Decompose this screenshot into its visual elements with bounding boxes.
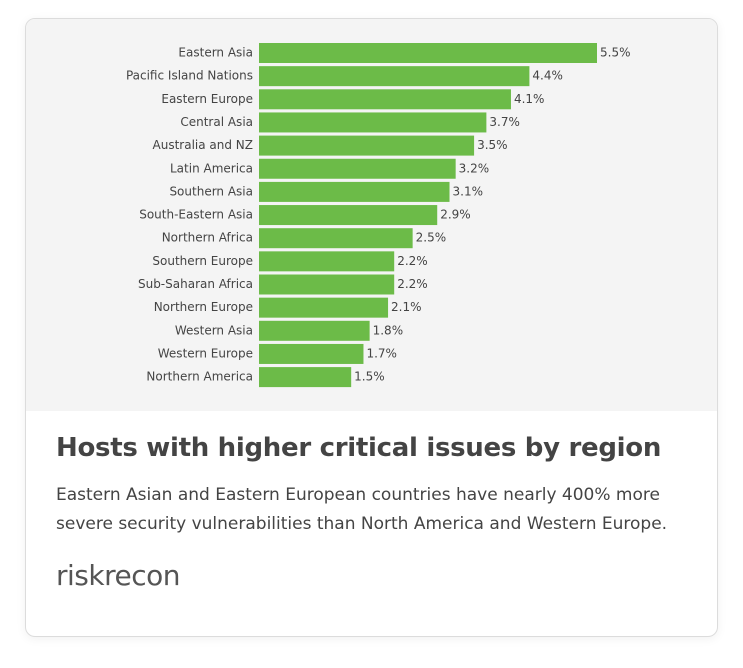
data-label: 1.5% bbox=[354, 370, 385, 384]
bar bbox=[259, 297, 389, 318]
bar bbox=[259, 320, 370, 341]
bar bbox=[259, 251, 395, 272]
data-label: 4.4% bbox=[532, 69, 563, 83]
bar bbox=[259, 367, 352, 388]
bar bbox=[259, 43, 597, 63]
y-tick-label: Eastern Asia bbox=[178, 46, 253, 60]
chart-title: Hosts with higher critical issues by reg… bbox=[56, 433, 662, 463]
bar bbox=[259, 228, 413, 249]
data-label: 2.1% bbox=[391, 300, 422, 314]
data-label: 2.2% bbox=[397, 277, 428, 291]
y-tick-label: Southern Asia bbox=[169, 184, 253, 198]
bar bbox=[259, 135, 475, 156]
data-label: 2.2% bbox=[397, 254, 428, 268]
data-label: 3.5% bbox=[477, 138, 508, 152]
card: Eastern Asia 5.5% Pacific Island Nations 4.… bbox=[25, 18, 718, 637]
data-label: 1.7% bbox=[366, 346, 397, 360]
data-label: 3.1% bbox=[453, 184, 484, 198]
bar bbox=[259, 66, 530, 87]
bar bbox=[259, 274, 395, 295]
bar bbox=[259, 112, 487, 133]
bar bbox=[259, 181, 450, 202]
y-tick-label: Pacific Island Nations bbox=[126, 69, 253, 83]
y-tick-label: Northern America bbox=[146, 370, 253, 384]
data-label: 3.2% bbox=[459, 161, 490, 175]
bar bbox=[259, 158, 456, 179]
y-tick-label: South-Eastern Asia bbox=[139, 208, 253, 222]
y-tick-label: Northern Africa bbox=[162, 231, 253, 245]
data-label: 2.9% bbox=[440, 208, 471, 222]
y-tick-label: Eastern Europe bbox=[161, 92, 253, 106]
y-tick-label: Sub-Saharan Africa bbox=[138, 277, 253, 291]
y-tick-label: Western Asia bbox=[175, 323, 253, 337]
y-tick-label: Northern Europe bbox=[154, 300, 253, 314]
data-label: 3.7% bbox=[489, 115, 520, 129]
data-label: 2.5% bbox=[416, 231, 447, 245]
data-label: 5.5% bbox=[600, 46, 631, 60]
y-tick-label: Australia and NZ bbox=[153, 138, 253, 152]
y-tick-label: Central Asia bbox=[180, 115, 253, 129]
logo: riskrecon bbox=[56, 559, 181, 592]
data-label: 1.8% bbox=[373, 323, 404, 337]
chart: Eastern Asia 5.5% Pacific Island Nations 4.… bbox=[26, 19, 717, 411]
chart-subtitle: Eastern Asian and Eastern European count… bbox=[56, 485, 668, 534]
bar bbox=[259, 89, 511, 110]
y-tick-label: Latin America bbox=[170, 161, 253, 175]
data-label: 4.1% bbox=[514, 92, 545, 106]
bar bbox=[259, 343, 364, 364]
y-tick-label: Southern Europe bbox=[152, 254, 253, 268]
bar bbox=[259, 205, 438, 226]
y-tick-label: Western Europe bbox=[158, 346, 253, 360]
